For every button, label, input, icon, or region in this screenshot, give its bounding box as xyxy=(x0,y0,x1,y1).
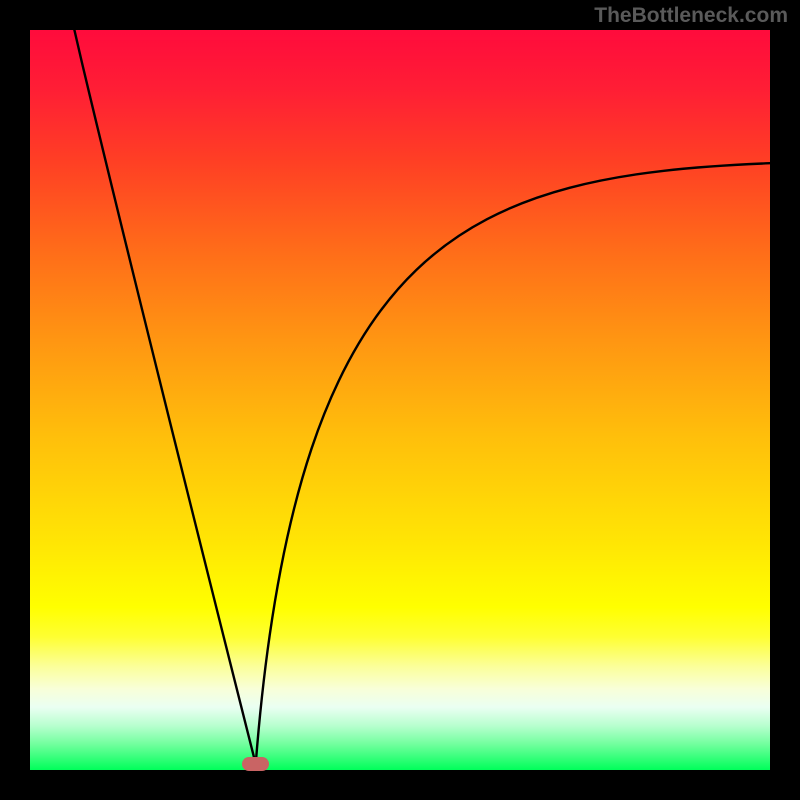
watermark-text: TheBottleneck.com xyxy=(594,4,788,28)
chart-curve xyxy=(30,30,770,770)
vertex-marker xyxy=(242,757,269,771)
plot-area xyxy=(30,30,770,770)
